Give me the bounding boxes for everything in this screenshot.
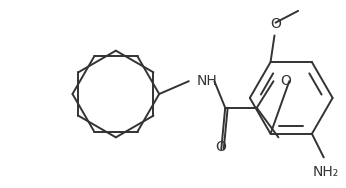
- Text: O: O: [270, 17, 281, 31]
- Text: O: O: [215, 140, 226, 154]
- Text: NH: NH: [197, 74, 217, 88]
- Text: NH₂: NH₂: [312, 165, 339, 179]
- Text: O: O: [280, 74, 291, 88]
